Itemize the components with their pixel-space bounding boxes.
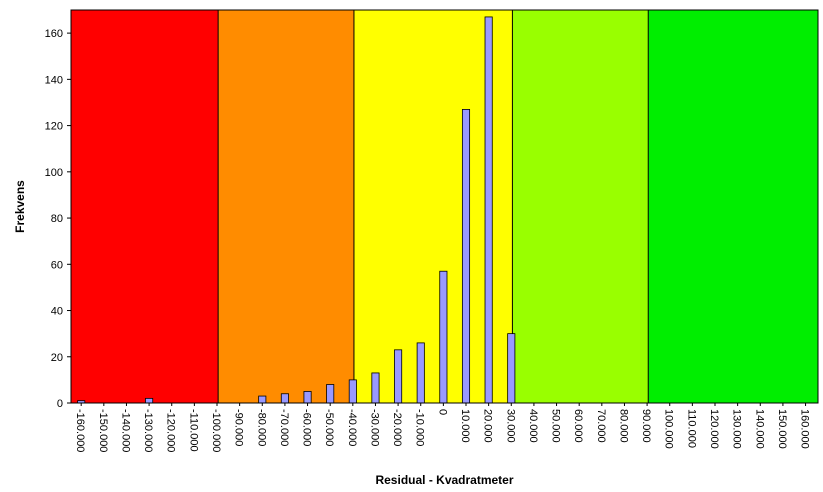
bar--40.000 [348,379,357,404]
x-tick-label: 70.000 [595,409,607,443]
x-tick-label: 80.000 [617,409,629,443]
bar--20.000 [394,349,403,404]
y-ticks: 0 20 40 60 80 100 120 140 160 [45,28,71,410]
bar-0 [439,270,448,404]
bar--50.000 [326,384,335,404]
band-1 [218,10,354,403]
x-tick-label: -110.000 [187,409,199,452]
x-tick-label: 10.000 [459,409,471,443]
color-bands [71,10,818,403]
x-tick-label: -80.000 [255,409,267,446]
bar--130.000 [145,397,154,404]
x-tick-label: -10.000 [414,409,426,446]
x-tick-label: -140.000 [119,409,131,452]
x-tick-label: -40.000 [346,409,358,446]
bar--30.000 [371,372,380,404]
band-4 [648,10,818,403]
x-axis-title: Residual - Kvadratmeter [375,473,513,487]
x-tick-label: 120.000 [708,409,720,449]
band-0 [71,10,219,403]
x-tick-label: 30.000 [504,409,516,443]
y-tick-label: 160 [45,28,63,40]
axes [70,9,819,404]
x-tick-label: 160.000 [799,409,811,449]
x-tick-label: 110.000 [685,409,697,448]
bar-10.000 [461,109,471,404]
x-tick-label: 20.000 [482,409,494,443]
x-tick-label: -90.000 [233,409,245,446]
x-tick-label: 140.000 [753,409,765,449]
y-tick-label: 120 [45,121,63,133]
band-3 [512,10,649,403]
bar-30.000 [507,333,516,404]
bar--10.000 [416,342,425,404]
x-tick-label: 40.000 [527,409,539,443]
x-tick-label: -70.000 [278,409,290,446]
x-tick-label: 150.000 [776,409,788,449]
x-tick-label: -50.000 [323,409,335,446]
x-tick-label: 0 [436,409,448,415]
plot-frame [70,9,819,404]
bar--80.000 [258,395,267,404]
x-tick-label: 130.000 [731,409,743,449]
y-tick-label: 0 [57,398,63,410]
x-ticks: -160.000 -150.000 -140.000 -130.000 -120.000… [74,403,811,452]
x-tick-label: 50.000 [550,409,562,443]
x-tick-label: 90.000 [640,409,652,443]
x-tick-label: -150.000 [97,409,109,452]
y-tick-label: 100 [45,167,63,179]
bar--60.000 [303,391,312,404]
x-tick-label: -130.000 [142,409,154,452]
bar-20.000 [484,16,493,404]
y-axis-title: Frekvens [13,180,27,233]
y-tick-label: 40 [51,306,63,318]
y-tick-label: 80 [51,213,63,225]
x-tick-label: -20.000 [391,409,403,446]
x-tick-label: -60.000 [301,409,313,446]
x-tick-label: -160.000 [74,409,86,452]
y-tick-label: 60 [51,259,63,271]
x-tick-label: -100.000 [210,409,222,452]
x-tick-label: -120.000 [165,409,177,452]
y-tick-label: 140 [45,74,63,86]
x-tick-label: 60.000 [572,409,584,443]
y-tick-label: 20 [51,352,63,364]
x-tick-label: 100.000 [663,409,675,449]
x-tick-label: -30.000 [368,409,380,446]
bar--70.000 [280,393,289,404]
